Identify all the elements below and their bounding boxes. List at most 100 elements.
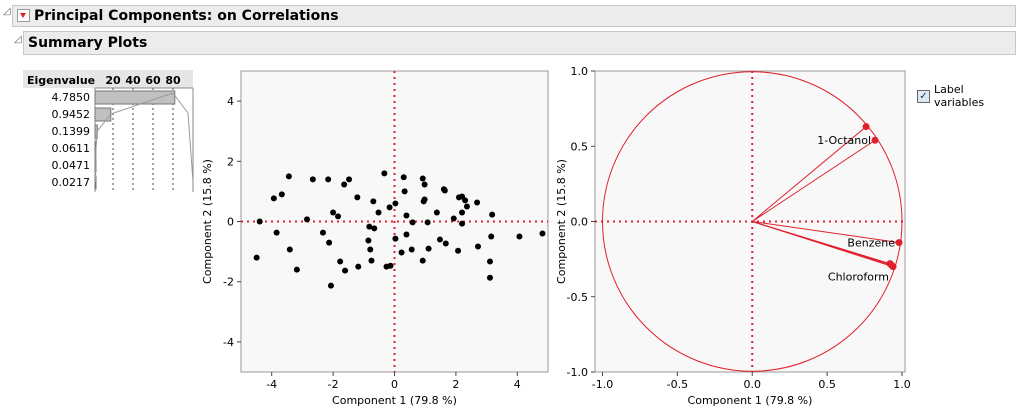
score-point (424, 219, 431, 226)
y-tick-label: 0.5 (571, 140, 589, 153)
score-point (253, 254, 260, 261)
eigen-header: Eigenvalue (27, 74, 95, 87)
score-point (421, 181, 428, 188)
y-tick-label: -0.5 (567, 291, 588, 304)
label-variables-checkbox[interactable]: ✓ Label variables (917, 83, 1017, 109)
score-point (386, 204, 393, 211)
variable-label: Benzene (847, 237, 895, 250)
score-point (401, 188, 408, 195)
eigen-bar (94, 90, 176, 105)
y-tick-label: -4 (223, 336, 234, 349)
score-point (433, 209, 440, 216)
x-axis-label: Component 1 (79.8 %) (332, 394, 457, 407)
score-point (366, 223, 373, 230)
score-point (309, 176, 316, 183)
scree-line (94, 92, 174, 183)
score-point (436, 236, 443, 243)
score-point (486, 258, 493, 265)
eigenvalue: 0.0471 (52, 159, 91, 172)
score-point (462, 197, 469, 204)
loading-arrowhead (871, 136, 879, 144)
score-point (392, 235, 399, 242)
score-point (367, 246, 374, 253)
loading-vector (752, 221, 900, 244)
x-tick-label: -4 (266, 378, 277, 391)
eigen-tick: 80 (165, 74, 181, 87)
eigenvalue: 0.0611 (52, 142, 91, 155)
eigenvalue: 0.9452 (52, 108, 91, 121)
loading-vector (752, 221, 894, 268)
score-point (337, 258, 344, 265)
checkmark-icon: ✓ (917, 89, 930, 103)
score-point (419, 257, 426, 264)
score-point (326, 239, 333, 246)
score-point (256, 218, 263, 225)
y-axis-label: Component 2 (15.8 %) (555, 159, 568, 284)
collapse-icon[interactable]: ◿ (3, 6, 11, 17)
score-point (278, 191, 285, 198)
score-point (408, 246, 415, 253)
score-point (450, 215, 457, 222)
section-title: Summary Plots (28, 35, 148, 51)
score-point (270, 195, 277, 202)
eigenvalue: 4.7850 (52, 91, 91, 104)
checkbox-label: Label variables (933, 83, 985, 109)
score-point (293, 266, 300, 273)
score-point (425, 245, 432, 252)
score-point (459, 220, 466, 227)
score-point (419, 175, 426, 182)
score-point (325, 176, 332, 183)
eigen-header-bg (23, 70, 193, 88)
score-point (442, 240, 449, 247)
x-tick-label: -2 (328, 378, 339, 391)
loading-arrowhead (862, 123, 870, 131)
x-tick-label: -1.0 (592, 378, 613, 391)
loading-vector (751, 126, 867, 222)
score-point (463, 203, 470, 210)
score-point (286, 246, 293, 253)
red-triangle-menu-icon[interactable] (17, 8, 30, 22)
score-point (488, 233, 495, 240)
score-point (387, 262, 394, 269)
x-tick-label: 0 (391, 378, 398, 391)
loading-arrowhead (895, 239, 903, 247)
y-axis-label: Component 2 (15.8 %) (201, 159, 214, 284)
eigen-tick: 60 (145, 74, 161, 87)
eigen-bar (94, 107, 112, 122)
report-title: Principal Components: on Correlations (34, 8, 339, 24)
summary-plots-header[interactable]: Summary Plots (23, 31, 1016, 55)
score-point (285, 173, 292, 180)
y-tick-label: 0.0 (571, 216, 589, 229)
score-point (489, 211, 496, 218)
score-point (381, 170, 388, 177)
variable-label: Chloroform (828, 271, 889, 284)
score-point (273, 229, 280, 236)
score-point (539, 230, 546, 237)
score-point (341, 181, 348, 188)
y-tick-label: 4 (227, 95, 234, 108)
score-point (327, 282, 334, 289)
score-point (459, 209, 466, 216)
variable-label: 1-Octanol (817, 134, 871, 147)
score-point (304, 216, 311, 223)
score-point (403, 212, 410, 219)
score-point (516, 233, 523, 240)
score-point (475, 243, 482, 250)
score-point (354, 194, 361, 201)
score-point (420, 198, 427, 205)
score-point (365, 237, 372, 244)
x-tick-label: 1.0 (893, 378, 911, 391)
score-point (400, 174, 407, 181)
score-point (355, 263, 362, 270)
score-point (342, 267, 349, 274)
score-point (368, 257, 375, 264)
y-tick-label: -1.0 (567, 366, 588, 379)
score-point (398, 249, 405, 256)
score-point (392, 200, 399, 207)
report-header: Principal Components: on Correlations (12, 5, 1016, 27)
score-point (474, 199, 481, 206)
collapse-icon[interactable]: ◿ (14, 34, 22, 45)
score-point (370, 198, 377, 205)
y-tick-label: 2 (227, 155, 234, 168)
